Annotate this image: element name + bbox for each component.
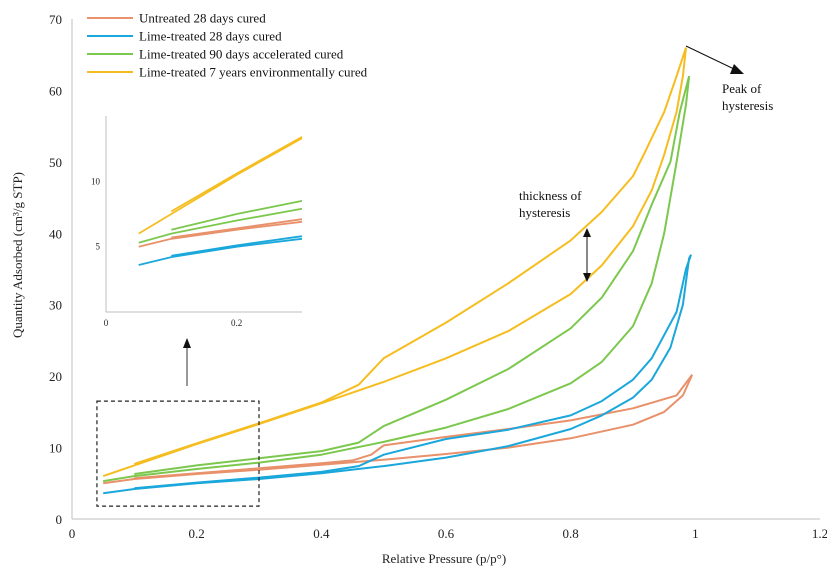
x-tick-label: 0.2 — [189, 526, 205, 541]
series-1-adsorption-line — [103, 254, 692, 495]
series-2-adsorption-line — [103, 75, 691, 483]
inset-series-0-adsorption-line — [138, 220, 303, 248]
y-tick-labels: 0 10 20 30 40 50 60 70 — [49, 12, 62, 527]
series-1-desorption-line — [134, 254, 692, 490]
legend-label-2: Lime-treated 90 days accelerated cured — [139, 47, 344, 62]
y-tick-label: 70 — [49, 12, 62, 27]
inset-pointer-arrow — [183, 338, 191, 386]
y-tick-label: 10 — [49, 441, 62, 456]
y-tick-label: 30 — [49, 298, 62, 313]
peak-annotation: Peak of hysteresis — [685, 45, 773, 113]
y-tick-label: 0 — [56, 512, 63, 527]
inset-x-tick-label: 0.2 — [231, 318, 242, 328]
x-tick-label: 0.4 — [313, 526, 330, 541]
legend-label-3: Lime-treated 7 years environmentally cur… — [139, 65, 368, 80]
inset-series-group — [138, 136, 303, 266]
inset-series-3-desorption-line — [170, 136, 303, 213]
thickness-annotation-line-2: hysteresis — [519, 205, 570, 220]
x-tick-label: 1.2 — [812, 526, 827, 541]
inset-y-tick-labels: 5 10 — [91, 176, 101, 251]
series-3-adsorption-line — [102, 47, 687, 478]
inset-y-tick-label: 10 — [91, 176, 101, 186]
thickness-annotation-line-1: thickness of — [519, 188, 582, 203]
legend-label-1: Lime-treated 28 days cured — [139, 29, 282, 44]
x-tick-labels: 0 0.2 0.4 0.6 0.8 1 1.2 — [69, 526, 827, 541]
inset-x-tick-labels: 0 0.2 — [104, 318, 243, 328]
x-tick-label: 0 — [69, 526, 76, 541]
x-tick-label: 0.8 — [563, 526, 579, 541]
x-axis-label: Relative Pressure (p/p°) — [382, 551, 506, 566]
inset-y-tick-label: 5 — [96, 242, 101, 252]
peak-annotation-line-2: hysteresis — [722, 98, 773, 113]
series-group — [102, 47, 694, 495]
inset-series-2-desorption-line — [171, 200, 303, 231]
inset-series-1-desorption-line — [171, 235, 303, 257]
y-tick-label: 50 — [49, 155, 62, 170]
inset-series-0-desorption-line — [171, 218, 303, 239]
peak-annotation-line-1: Peak of — [722, 81, 762, 96]
inset-series-2-adsorption-line — [138, 207, 303, 244]
legend-label-0: Untreated 28 days cured — [139, 11, 266, 26]
inset-x-tick-label: 0 — [104, 318, 109, 328]
series-2-desorption-line — [134, 75, 691, 475]
thickness-annotation: thickness of hysteresis — [519, 188, 591, 282]
y-axis-label: Quantity Adsorbed (cm³/g STP) — [10, 172, 25, 338]
series-3-desorption-line — [133, 47, 687, 465]
legend: Untreated 28 days cured Lime-treated 28 d… — [87, 11, 368, 80]
inset-chart: 0 0.2 510 — [91, 116, 303, 328]
y-tick-label: 20 — [49, 369, 62, 384]
y-tick-label: 60 — [49, 83, 62, 98]
y-tick-label: 40 — [49, 226, 62, 241]
main-axes — [71, 19, 820, 520]
inset-series-1-adsorption-line — [138, 237, 303, 266]
inset-series-3-adsorption-line — [138, 137, 303, 235]
x-tick-label: 1 — [692, 526, 699, 541]
x-tick-label: 0.6 — [438, 526, 455, 541]
series-0-desorption-line — [134, 374, 693, 480]
